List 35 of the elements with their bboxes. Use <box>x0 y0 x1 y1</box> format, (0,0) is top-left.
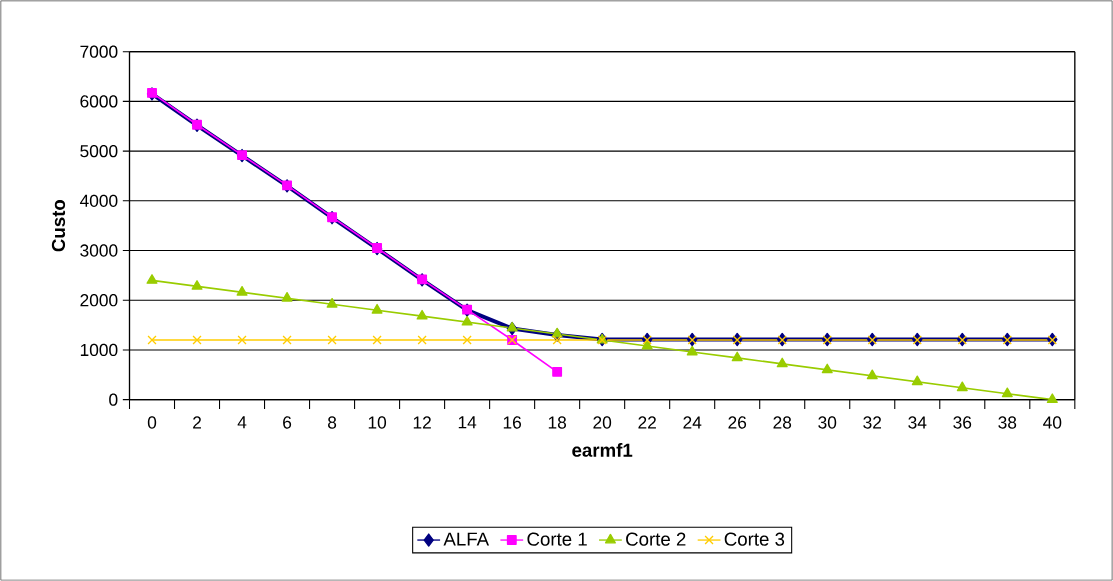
legend-label: Corte 2 <box>626 532 686 546</box>
x-tick-label: 32 <box>863 416 882 429</box>
x-tick-label: 30 <box>818 416 837 429</box>
x-tick-label: 10 <box>368 416 387 429</box>
x-tick-label: 22 <box>638 416 656 429</box>
x-tick-label: 36 <box>953 416 972 429</box>
y-tick-label: 2000 <box>80 294 118 307</box>
x-tick-label: 34 <box>908 416 927 429</box>
legend-label: Corte 1 <box>527 532 587 546</box>
legend-label: Corte 3 <box>724 532 785 546</box>
y-tick-label: 4000 <box>79 194 118 207</box>
x-tick-label: 8 <box>328 416 337 429</box>
x-tick-label: 28 <box>773 416 792 429</box>
x-tick-label: 14 <box>458 416 477 429</box>
x-tick-label: 20 <box>593 416 612 429</box>
x-tick-label: 6 <box>283 416 292 429</box>
x-tick-label: 38 <box>998 416 1017 429</box>
legend-label: ALFA <box>443 532 490 546</box>
x-tick-label: 24 <box>683 416 702 429</box>
x-tick-label: 26 <box>728 416 747 429</box>
x-tick-label: 2 <box>193 416 201 429</box>
y-tick-label: 0 <box>109 393 118 406</box>
y-tick-label: 3000 <box>80 244 118 257</box>
x-tick-label: 18 <box>548 416 567 429</box>
x-axis-title: earmf1 <box>572 443 633 457</box>
x-tick-label: 12 <box>413 416 431 429</box>
y-axis-title: Custo <box>51 199 66 252</box>
y-tick-label: 7000 <box>80 45 118 58</box>
x-tick-label: 0 <box>147 416 157 429</box>
x-tick-label: 4 <box>237 416 247 429</box>
x-tick-label: 40 <box>1043 416 1062 429</box>
y-tick-label: 6000 <box>80 95 118 108</box>
y-tick-label: 5000 <box>80 144 118 158</box>
x-tick-label: 16 <box>503 416 522 429</box>
y-tick-label: 1000 <box>80 343 118 357</box>
